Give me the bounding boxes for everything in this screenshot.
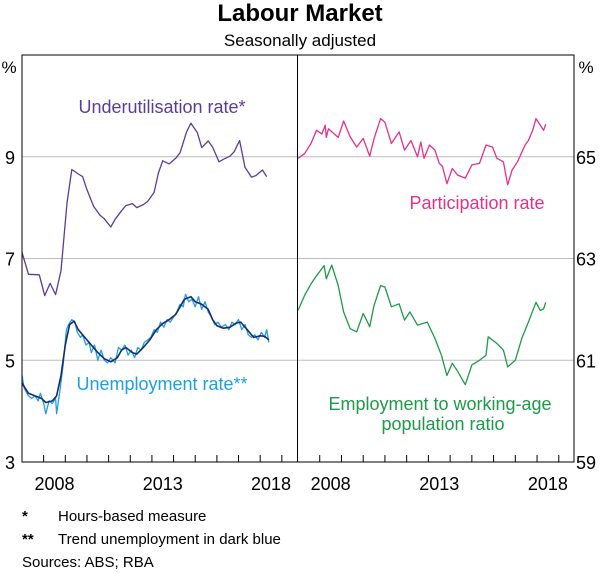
series-line-underutilisation [21,122,268,297]
footnote-1-marker: * [22,508,28,525]
y-axis-unit-label: % [1,58,16,77]
y-tick-label: 61 [576,351,596,371]
footnote-2-marker: ** [22,531,34,548]
x-tick-label: 2008 [311,474,351,494]
legend-label-underutilisation: Underutilisation rate* [78,97,245,117]
x-tick-label: 2013 [419,474,459,494]
y-tick-label: 59 [576,453,596,473]
y-tick-label: 65 [576,148,596,168]
legend-label-participation: Participation rate [409,193,544,213]
x-tick-label: 2013 [143,474,183,494]
chart-subtitle: Seasonally adjusted [224,31,376,50]
legend-label-employment-ratio-line2: population ratio [381,414,504,434]
footnote-1-text: Hours-based measure [58,508,206,525]
legend-label-unemployment: Unemployment rate** [76,374,247,394]
y-axis-unit-label: % [578,58,593,77]
legend-label-employment-ratio-line1: Employment to working-age [328,394,551,414]
sources: Sources: ABS; RBA [22,554,154,571]
series-line-employment-ratio [297,264,547,386]
x-tick-label: 2018 [528,474,568,494]
y-tick-label: 3 [5,453,15,473]
y-tick-label: 7 [5,250,15,270]
y-tick-label: 5 [5,351,15,371]
footnote-2-text: Trend unemployment in dark blue [58,531,281,548]
x-tick-label: 2018 [251,474,291,494]
series-line-unemployment-trend [21,295,270,404]
x-tick-label: 2008 [34,474,74,494]
y-tick-label: 9 [5,148,15,168]
series-line-participation [297,117,547,186]
series-line-unemployment [21,293,270,415]
y-tick-label: 63 [576,250,596,270]
chart-title: Labour Market [217,0,382,27]
